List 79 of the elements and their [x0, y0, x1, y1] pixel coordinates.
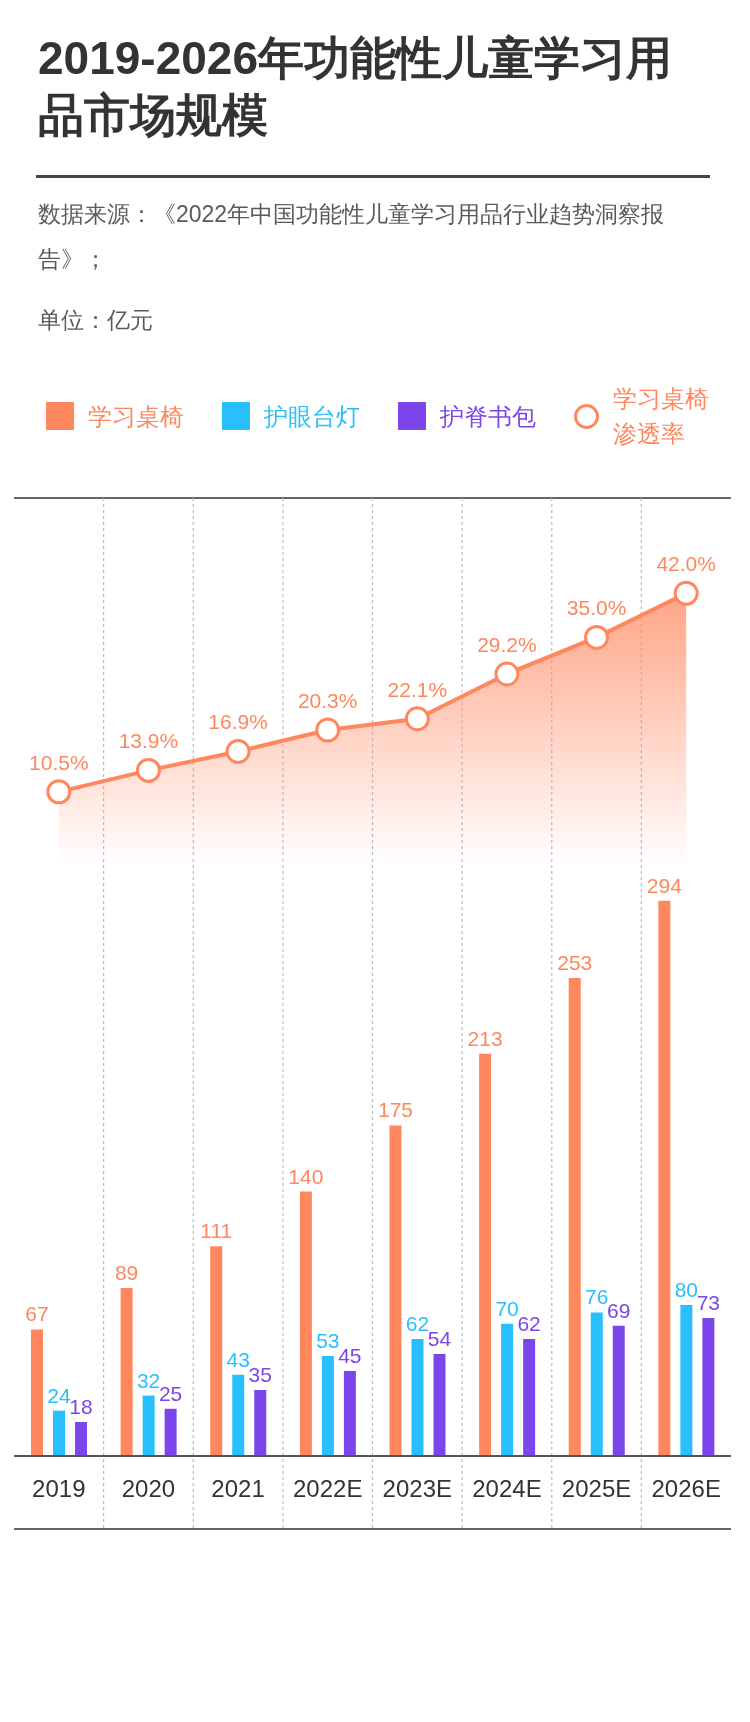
- bar: [501, 1323, 514, 1456]
- data-label: 67: [25, 1302, 49, 1326]
- bar: [299, 1191, 312, 1456]
- bar: [142, 1395, 155, 1456]
- data-label: 32: [136, 1368, 161, 1392]
- data-label: 76: [585, 1285, 609, 1309]
- bar: [612, 1325, 625, 1456]
- data-label: 73: [696, 1291, 721, 1315]
- bar: [164, 1408, 177, 1456]
- data-label: 22.1%: [387, 677, 448, 701]
- point: [315, 717, 341, 743]
- data-label: 175: [377, 1098, 414, 1122]
- point: [673, 580, 699, 606]
- data-label: 16.9%: [208, 710, 268, 734]
- data-label: 253: [557, 951, 593, 975]
- point: [404, 706, 430, 732]
- bar: [568, 978, 581, 1456]
- x-tick-label: 2019: [32, 1475, 86, 1503]
- bar: [433, 1354, 446, 1456]
- x-tick-label: 2021: [211, 1475, 265, 1503]
- bar: [680, 1304, 693, 1456]
- data-label: 43: [226, 1347, 250, 1371]
- data-label: 62: [405, 1311, 430, 1335]
- bar: [120, 1287, 133, 1456]
- legend-label: 护脊书包: [440, 401, 536, 432]
- bar: [31, 1329, 43, 1456]
- bar: [343, 1371, 356, 1456]
- data-label: 294: [646, 873, 683, 897]
- data-label: 24: [47, 1383, 71, 1407]
- legend-label: 护眼台灯: [264, 401, 360, 432]
- data-label: 54: [427, 1327, 452, 1350]
- data-label: 62: [517, 1311, 541, 1335]
- legend-label: 学习桌椅: [88, 401, 184, 432]
- point: [225, 738, 251, 764]
- data-label: 35: [248, 1362, 272, 1386]
- bar: [658, 900, 671, 1456]
- legend-label: 学习桌椅渗透率: [613, 384, 710, 449]
- data-label: 20.3%: [297, 689, 358, 713]
- data-label: 18: [69, 1395, 93, 1418]
- bar: [479, 1053, 492, 1456]
- bar: [590, 1312, 603, 1456]
- data-label: 70: [495, 1296, 519, 1320]
- point: [135, 757, 161, 783]
- bar: [702, 1318, 715, 1456]
- bar: [232, 1374, 245, 1456]
- data-label: 80: [674, 1277, 699, 1301]
- data-label: 25: [158, 1381, 183, 1405]
- data-label: 45: [338, 1344, 362, 1367]
- x-tick-label: 2020: [121, 1475, 176, 1503]
- text: 单位：亿元: [38, 306, 154, 335]
- data-label: 42.0%: [656, 552, 716, 576]
- point: [584, 624, 610, 650]
- chart-title: 2019-2026年功能性儿童学习用品市场规模: [38, 31, 673, 143]
- bar: [210, 1246, 223, 1456]
- data-label: 53: [316, 1328, 340, 1352]
- point: [494, 661, 520, 687]
- bar: [53, 1410, 65, 1456]
- data-label: 29.2%: [477, 632, 537, 656]
- x-tick-label: 2022E: [292, 1475, 363, 1503]
- data-label: 111: [200, 1219, 233, 1243]
- data-label: 213: [467, 1026, 503, 1050]
- bar: [75, 1422, 87, 1456]
- data-label: 89: [114, 1260, 139, 1284]
- x-tick-label: 2026E: [651, 1475, 721, 1503]
- data-label: 140: [288, 1164, 324, 1188]
- x-tick-label: 2024E: [472, 1475, 542, 1503]
- point: [46, 779, 72, 805]
- data-label: 69: [607, 1298, 631, 1322]
- bar: [389, 1125, 402, 1456]
- data-label: 13.9%: [118, 729, 179, 753]
- x-tick-label: 2023E: [382, 1475, 453, 1503]
- bar: [411, 1338, 424, 1456]
- data-label: 10.5%: [29, 750, 89, 774]
- bar: [523, 1338, 536, 1456]
- bar: [321, 1355, 334, 1456]
- x-tick-label: 2025E: [561, 1475, 632, 1503]
- data-label: 35.0%: [566, 596, 627, 620]
- source-note: 数据来源：《2022年中国功能性儿童学习用品行业趋势洞察报告》；: [38, 200, 666, 274]
- bar: [254, 1389, 267, 1456]
